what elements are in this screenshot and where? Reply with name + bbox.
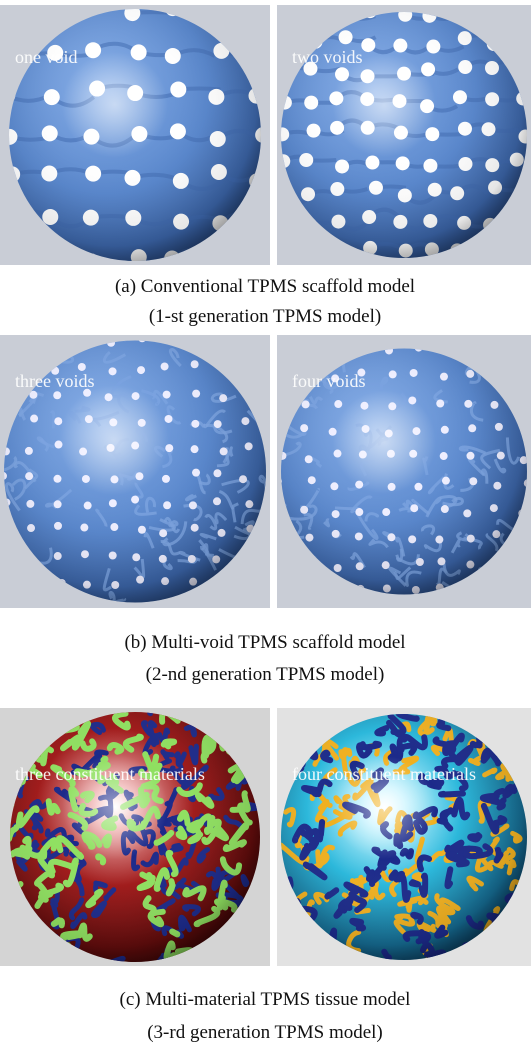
ridge [265, 265, 307, 275]
panel: two voids [271, 3, 531, 265]
panel: three voids [0, 330, 271, 617]
figure: one void two voids (a) Conventional TPMS s… [0, 0, 531, 1050]
caption-line: (2-nd generation TPMS model) [146, 664, 385, 685]
panel-label: four constituent materials [292, 764, 476, 784]
caption-line: (1-st generation TPMS model) [149, 306, 381, 327]
panel-label: four voids [292, 371, 366, 391]
panel-label: three voids [15, 371, 94, 391]
panel: four constituent materials [268, 700, 531, 975]
panel: four voids [270, 335, 531, 608]
caption-line: (a) Conventional TPMS scaffold model [115, 276, 415, 297]
caption-line: (3-rd generation TPMS model) [147, 1022, 383, 1043]
panel: three constituent materials [0, 696, 273, 973]
sphere-shading [10, 712, 260, 962]
sphere-shading [281, 714, 527, 960]
caption-line: (b) Multi-void TPMS scaffold model [124, 632, 405, 653]
panel-label: one void [15, 47, 78, 67]
panel-label: three constituent materials [15, 764, 205, 784]
panel: one void [0, 0, 307, 275]
caption-line: (c) Multi-material TPMS tissue model [120, 989, 411, 1010]
panel-label: two voids [292, 47, 363, 67]
